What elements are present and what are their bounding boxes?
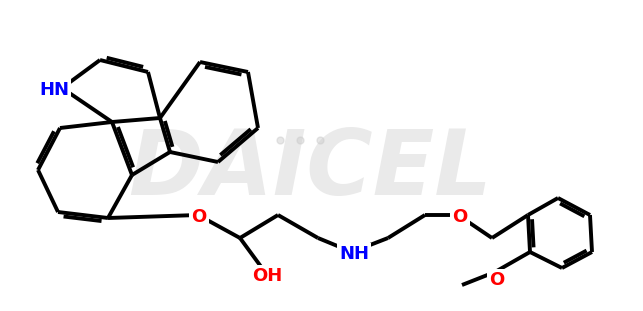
Text: O: O bbox=[489, 271, 505, 289]
Text: O: O bbox=[453, 208, 467, 226]
Text: OH: OH bbox=[252, 267, 282, 285]
Text: NH: NH bbox=[339, 245, 369, 263]
Text: O: O bbox=[192, 208, 206, 226]
Text: HN: HN bbox=[39, 81, 69, 99]
Text: DAICEL: DAICEL bbox=[128, 126, 492, 214]
